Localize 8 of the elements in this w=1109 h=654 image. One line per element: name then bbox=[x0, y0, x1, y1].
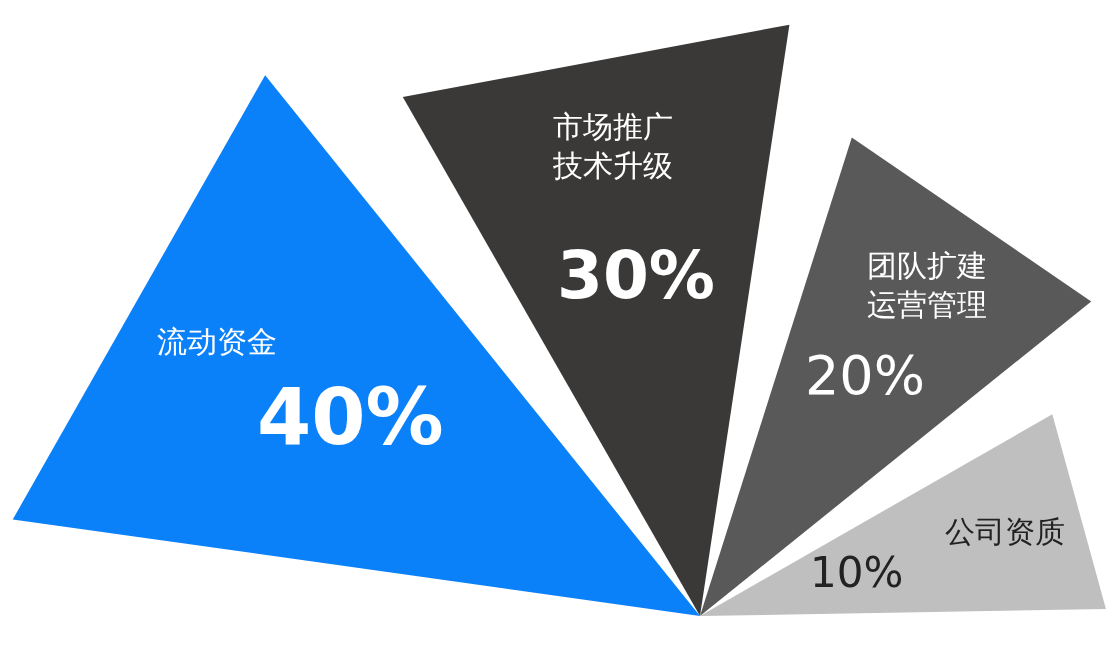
category-label: 流动资金 bbox=[157, 324, 277, 359]
data-label: 30% bbox=[557, 237, 715, 314]
data-label: 40% bbox=[257, 372, 444, 462]
data-label: 20% bbox=[805, 344, 926, 407]
data-label: 10% bbox=[810, 548, 904, 597]
category-label: 团队扩建运营管理 bbox=[867, 248, 987, 322]
category-label: 公司资质 bbox=[945, 514, 1065, 549]
category-label: 市场推广技术升级 bbox=[552, 109, 673, 183]
